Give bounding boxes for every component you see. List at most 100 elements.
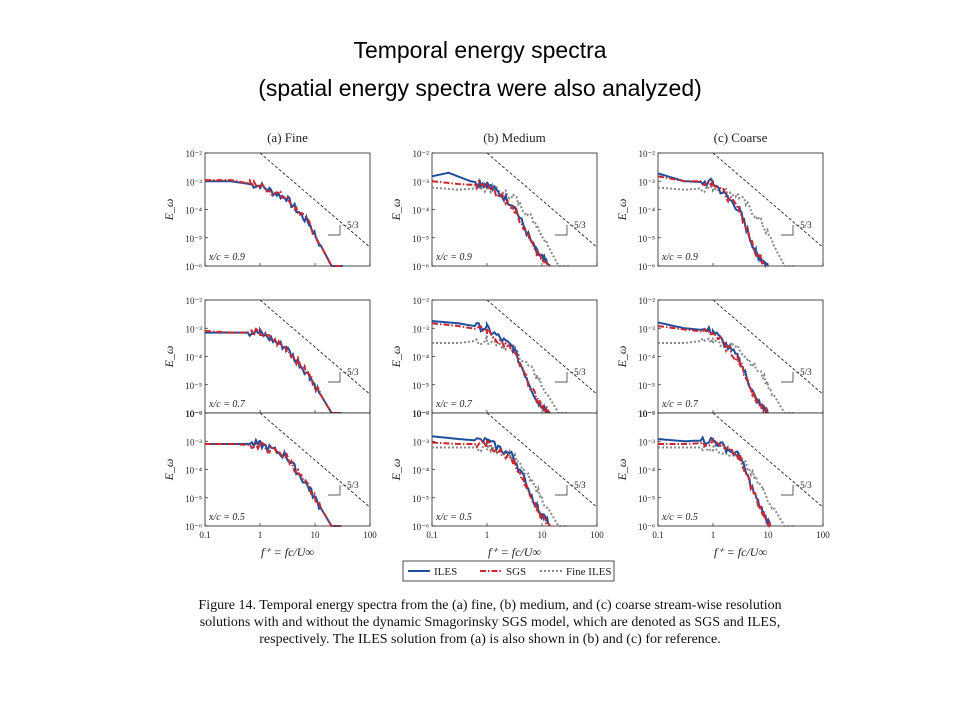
x-tick-label: 100 <box>816 530 830 540</box>
y-tick-label: 10⁻³ <box>639 324 656 334</box>
series-line-sgs <box>657 325 769 414</box>
y-tick-label: 10⁻⁵ <box>638 381 655 391</box>
position-label: x/c = 0.9 <box>208 252 245 263</box>
x-axis-label: f⁺ = fc/U∞ <box>261 545 314 559</box>
y-tick-label: 10⁻⁵ <box>185 234 202 244</box>
legend-label: ILES <box>434 566 457 578</box>
slope-line <box>486 152 598 248</box>
slope-triangle <box>328 225 341 236</box>
position-label: x/c = 0.7 <box>661 399 699 410</box>
position-label: x/c = 0.5 <box>208 512 245 523</box>
y-tick-label: 10⁻⁵ <box>185 381 202 391</box>
series-line-sgs <box>431 438 551 527</box>
x-axis-label: f⁺ = fc/U∞ <box>714 545 767 559</box>
slope-triangle <box>555 372 568 383</box>
y-tick-label: 10⁻⁶ <box>638 262 655 272</box>
y-tick-label: 10⁻⁴ <box>412 466 429 476</box>
slope-line <box>712 299 824 395</box>
y-axis-label: E_ω <box>389 346 403 369</box>
series-line-sgs <box>205 441 342 527</box>
position-label: x/c = 0.9 <box>435 252 472 263</box>
panel-frame <box>204 152 371 267</box>
y-tick-label: 10⁻³ <box>413 437 430 447</box>
y-tick-label: 10⁻⁶ <box>185 262 202 272</box>
spectrum-panel <box>204 412 371 527</box>
spectrum-panel <box>657 412 824 528</box>
y-tick-label: 10⁻⁶ <box>638 522 655 532</box>
panel-frame <box>431 412 598 527</box>
y-tick-label: 10⁻² <box>413 409 430 419</box>
panel-frame <box>431 152 598 267</box>
slope-triangle <box>555 485 568 496</box>
x-tick-label: 10 <box>311 530 321 540</box>
y-tick-label: 10⁻⁴ <box>185 206 202 216</box>
x-tick-label: 1 <box>258 530 263 540</box>
y-tick-label: 10⁻⁴ <box>638 466 655 476</box>
slope-label: −5/3 <box>342 480 359 490</box>
x-tick-label: 0.1 <box>652 530 663 540</box>
y-tick-label: 10⁻⁴ <box>638 353 655 363</box>
y-tick-label: 10⁻⁵ <box>185 494 202 504</box>
y-axis-label: E_ω <box>162 199 176 222</box>
y-tick-label: 10⁻⁶ <box>185 409 202 419</box>
x-tick-label: 0.1 <box>199 530 210 540</box>
y-tick-label: 10⁻² <box>186 149 203 159</box>
y-axis-label: E_ω <box>615 199 629 222</box>
y-tick-label: 10⁻⁶ <box>638 409 655 419</box>
slide-title: Temporal energy spectra <box>353 37 607 63</box>
series-line-sgs <box>431 178 551 267</box>
panel-frame <box>204 412 371 527</box>
y-tick-label: 10⁻⁴ <box>412 206 429 216</box>
slope-label: −5/3 <box>795 367 812 377</box>
y-tick-label: 10⁻⁶ <box>185 522 202 532</box>
y-tick-label: 10⁻⁵ <box>638 234 655 244</box>
position-label: x/c = 0.7 <box>208 399 246 410</box>
spectrum-panel <box>431 299 598 416</box>
slope-line <box>712 152 824 248</box>
series-line-fine-iles <box>657 181 796 267</box>
slope-label: −5/3 <box>342 220 359 230</box>
position-label: x/c = 0.9 <box>661 252 698 263</box>
y-axis-label: E_ω <box>389 199 403 222</box>
slope-label: −5/3 <box>795 220 812 230</box>
slope-triangle <box>781 485 794 496</box>
y-tick-label: 10⁻⁶ <box>412 262 429 272</box>
y-tick-label: 10⁻⁵ <box>412 494 429 504</box>
legend-box <box>402 560 615 582</box>
x-tick-label: 100 <box>363 530 377 540</box>
position-label: x/c = 0.5 <box>661 512 698 523</box>
series-line-sgs <box>205 178 343 267</box>
series-line-iles <box>205 180 343 267</box>
slope-line <box>486 299 598 395</box>
y-tick-label: 10⁻³ <box>413 177 430 187</box>
slope-triangle <box>328 372 341 383</box>
y-tick-label: 10⁻² <box>413 149 430 159</box>
y-tick-label: 10⁻³ <box>639 177 656 187</box>
x-axis-label: f⁺ = fc/U∞ <box>488 545 541 559</box>
column-title: (a) Fine <box>267 130 308 145</box>
spectrum-panel <box>657 299 824 417</box>
slope-line <box>259 412 371 508</box>
y-tick-label: 10⁻⁵ <box>412 234 429 244</box>
x-tick-label: 0.1 <box>426 530 437 540</box>
slope-label: −5/3 <box>569 367 586 377</box>
y-tick-label: 10⁻² <box>413 296 430 306</box>
x-tick-label: 10 <box>764 530 774 540</box>
x-tick-label: 1 <box>485 530 490 540</box>
x-tick-label: 1 <box>711 530 716 540</box>
y-tick-label: 10⁻⁶ <box>412 522 429 532</box>
spectrum-panel <box>431 412 598 527</box>
spectrum-panel <box>657 152 824 269</box>
y-tick-label: 10⁻² <box>186 409 203 419</box>
y-tick-label: 10⁻⁴ <box>185 353 202 363</box>
y-tick-label: 10⁻⁶ <box>412 409 429 419</box>
y-tick-label: 10⁻⁴ <box>638 206 655 216</box>
figure-caption: Figure 14. Temporal energy spectra from … <box>160 597 820 648</box>
position-label: x/c = 0.7 <box>435 399 473 410</box>
y-tick-label: 10⁻³ <box>413 324 430 334</box>
column-title: (b) Medium <box>483 130 545 145</box>
y-axis-label: E_ω <box>615 459 629 482</box>
slope-label: −5/3 <box>342 367 359 377</box>
y-tick-label: 10⁻³ <box>186 177 203 187</box>
